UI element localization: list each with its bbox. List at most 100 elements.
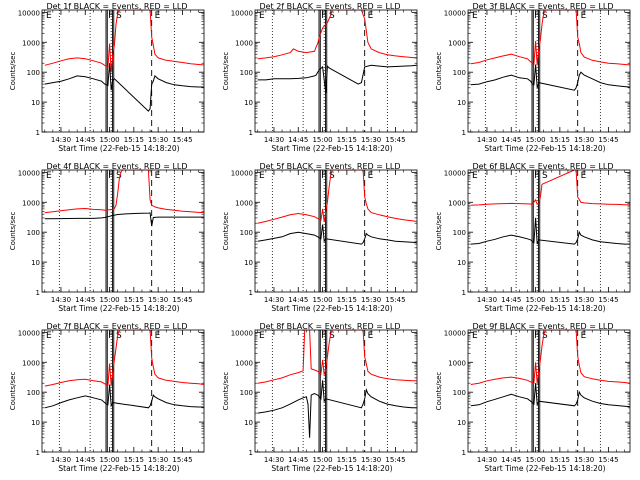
marker-letter: F <box>534 331 539 341</box>
x-tick-label: 15:15 <box>337 296 357 304</box>
x-tick-label: 15:00 <box>99 456 119 464</box>
marker-letter: E <box>368 171 374 181</box>
marker-letter: F <box>534 171 539 181</box>
panel-title: Det 6f BLACK = Events, RED = LLD <box>472 162 613 171</box>
marker-letter: S <box>329 11 335 21</box>
x-axis-label: Start Time (22-Feb-15 14:18:20) <box>271 464 392 473</box>
lld-series-line <box>470 170 630 206</box>
y-axis-label: Counts/sec <box>435 372 443 411</box>
y-tick-label: 10 <box>31 259 40 267</box>
x-tick-label: 15:00 <box>312 296 332 304</box>
y-tick-label: 10 <box>31 419 40 427</box>
x-tick-label: 15:15 <box>550 456 570 464</box>
y-tick-label: 1000 <box>448 39 466 47</box>
x-tick-label: 15:00 <box>99 136 119 144</box>
panel-title: Det 2f BLACK = Events, RED = LLD <box>259 2 400 11</box>
panel-title: Det 1f BLACK = Events, RED = LLD <box>46 2 187 11</box>
x-tick-label: 14:45 <box>75 456 95 464</box>
x-tick-label: 15:30 <box>574 456 594 464</box>
y-tick-label: 10 <box>244 99 253 107</box>
x-tick-label: 14:45 <box>75 136 95 144</box>
y-tick-label: 1 <box>462 449 466 457</box>
y-tick-label: 10000 <box>231 169 253 177</box>
y-tick-label: 100 <box>453 389 466 397</box>
y-tick-label: 1 <box>36 289 40 297</box>
y-tick-label: 10000 <box>18 329 40 337</box>
x-axis-label: Start Time (22-Feb-15 14:18:20) <box>484 464 605 473</box>
marker-letter: F <box>108 331 113 341</box>
y-axis-label: Counts/sec <box>9 212 17 251</box>
y-tick-label: 1000 <box>448 359 466 367</box>
marker-letter: E <box>155 331 161 341</box>
x-tick-label: 14:30 <box>264 136 284 144</box>
x-tick-label: 15:15 <box>124 296 144 304</box>
x-tick-label: 14:45 <box>75 296 95 304</box>
marker-letter: S <box>542 11 548 21</box>
x-axis-label: Start Time (22-Feb-15 14:18:20) <box>271 304 392 313</box>
y-tick-label: 1000 <box>235 39 253 47</box>
y-axis-label: Counts/sec <box>9 372 17 411</box>
lld-series-line <box>44 170 204 214</box>
x-tick-label: 15:45 <box>598 296 618 304</box>
marker-letter: E <box>259 331 265 341</box>
events-series-line <box>470 383 630 408</box>
x-tick-label: 14:45 <box>501 296 521 304</box>
x-axis-label: Start Time (22-Feb-15 14:18:20) <box>58 304 179 313</box>
y-tick-label: 100 <box>240 229 253 237</box>
x-tick-label: 14:45 <box>501 456 521 464</box>
y-tick-label: 1000 <box>235 199 253 207</box>
y-tick-label: 10 <box>31 99 40 107</box>
y-tick-label: 100 <box>453 229 466 237</box>
marker-letter: E <box>46 11 52 21</box>
y-tick-label: 1 <box>249 129 253 137</box>
x-tick-label: 14:30 <box>51 456 71 464</box>
marker-letter: E <box>581 171 587 181</box>
y-tick-label: 10000 <box>231 9 253 17</box>
x-axis-label: Start Time (22-Feb-15 14:18:20) <box>58 464 179 473</box>
y-tick-label: 1 <box>36 129 40 137</box>
events-series-line <box>257 380 417 438</box>
x-tick-label: 14:30 <box>477 136 497 144</box>
marker-letter: S <box>116 171 122 181</box>
x-tick-label: 15:30 <box>361 456 381 464</box>
lld-series-line <box>470 10 630 66</box>
marker-letter: E <box>46 171 52 181</box>
marker-letter: F <box>108 171 113 181</box>
y-tick-label: 100 <box>240 389 253 397</box>
marker-letter: F <box>534 11 539 21</box>
y-tick-label: 100 <box>453 69 466 77</box>
y-axis-label: Counts/sec <box>222 212 230 251</box>
y-tick-label: 10 <box>457 99 466 107</box>
y-tick-label: 10000 <box>18 169 40 177</box>
y-axis-label: Counts/sec <box>222 372 230 411</box>
x-tick-label: 14:30 <box>51 296 71 304</box>
plot-frame <box>254 9 418 133</box>
panel-title: Det 9f BLACK = Events, RED = LLD <box>472 322 613 331</box>
marker-letter: S <box>116 331 122 341</box>
panel-title: Det 3f BLACK = Events, RED = LLD <box>472 2 613 11</box>
x-tick-label: 14:30 <box>264 296 284 304</box>
marker-letter: E <box>472 11 478 21</box>
x-tick-label: 15:00 <box>99 296 119 304</box>
y-tick-label: 10 <box>244 419 253 427</box>
x-tick-label: 15:45 <box>172 456 192 464</box>
x-tick-label: 15:45 <box>598 456 618 464</box>
marker-letter: E <box>581 331 587 341</box>
x-tick-label: 15:15 <box>124 456 144 464</box>
y-tick-label: 10000 <box>18 9 40 17</box>
y-tick-label: 1 <box>249 289 253 297</box>
y-tick-label: 1000 <box>22 39 40 47</box>
y-tick-label: 1 <box>462 129 466 137</box>
y-axis-label: Counts/sec <box>435 52 443 91</box>
events-series-line <box>44 384 204 409</box>
y-tick-label: 100 <box>240 69 253 77</box>
y-tick-label: 1 <box>36 449 40 457</box>
x-axis-label: Start Time (22-Feb-15 14:18:20) <box>484 304 605 313</box>
panel-title: Det 8f BLACK = Events, RED = LLD <box>259 322 400 331</box>
